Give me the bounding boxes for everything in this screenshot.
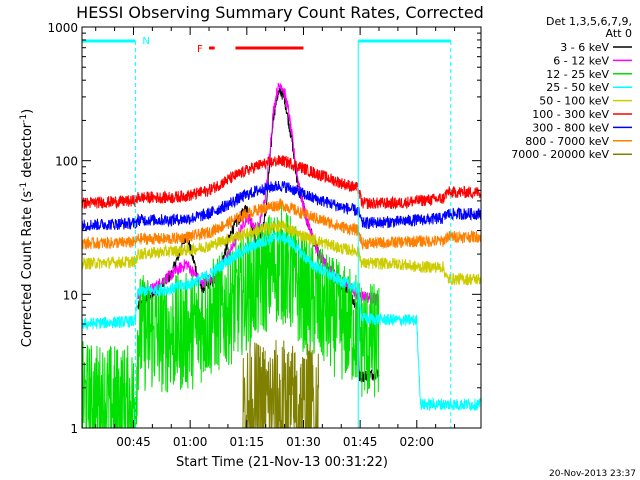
- legend-title-1: Det 1,3,5,6,7,9,: [546, 15, 632, 28]
- x-tick-label-5: 02:00: [399, 435, 434, 449]
- flare-label: F: [197, 44, 203, 55]
- y-axis-label-main: Corrected Count Rate (s: [20, 191, 35, 348]
- y-axis-label-sup1: -1: [19, 182, 29, 191]
- x-tick-label-0: 00:45: [116, 435, 151, 449]
- legend-label-7000-20000-kev: 7000 - 20000 keV: [511, 148, 609, 161]
- series-line-800-7000-kev: [81, 198, 482, 250]
- series-line-100-300-kev: [81, 155, 482, 210]
- y-tick-label-1: 10: [63, 288, 78, 302]
- series-line-25-50-kev: [81, 231, 482, 412]
- series-line-300-800-kev: [81, 180, 482, 232]
- x-axis-label: Start Time (21-Nov-13 00:31:22): [176, 455, 388, 470]
- y-axis-label-mid: detector: [20, 122, 35, 182]
- legend-label-50-100-kev: 50 - 100 keV: [539, 95, 609, 108]
- x-tick-label-2: 01:15: [230, 435, 265, 449]
- timestamp: 20-Nov-2013 23:37: [549, 469, 636, 479]
- series-line-12-25-kev: [81, 205, 380, 429]
- legend-label-100-300-kev: 100 - 300 keV: [532, 108, 609, 121]
- y-axis-label: Corrected Count Rate (s-1 detector-1): [19, 109, 35, 347]
- y-axis-label-sup2: -1: [19, 114, 29, 123]
- x-tick-label-3: 01:30: [286, 435, 321, 449]
- annotation-layer: NF: [81, 36, 452, 428]
- legend-title-2: Att 0: [606, 27, 632, 40]
- series-line-50-100-kev: [81, 220, 482, 287]
- x-tick-label-4: 01:45: [343, 435, 378, 449]
- night-label: N: [142, 36, 149, 47]
- data-layer: [81, 82, 482, 429]
- series-line-7000-20000-kev: [242, 340, 320, 429]
- y-tick-label-0: 1: [70, 422, 78, 436]
- x-tick-label-1: 01:00: [173, 435, 208, 449]
- legend-label-6-12-kev: 6 - 12 keV: [553, 54, 609, 67]
- y-axis-label-end: ): [20, 109, 35, 114]
- legend-label-3-6-kev: 3 - 6 keV: [560, 41, 609, 54]
- chart-title: HESSI Observing Summary Count Rates, Cor…: [76, 3, 484, 22]
- plot-frame: [81, 26, 482, 429]
- y-tick-label-2: 100: [55, 155, 78, 169]
- axes-layer: 00:45 01:00 01:15 01:30 01:45 02:00 1 10 100 1000: [47, 21, 482, 449]
- legend-label-300-800-kev: 300 - 800 keV: [532, 121, 609, 134]
- legend-label-25-50-kev: 25 - 50 keV: [546, 81, 609, 94]
- legend-label-12-25-kev: 12 - 25 keV: [546, 68, 609, 81]
- y-tick-label-3: 1000: [47, 21, 78, 35]
- legend-label-800-7000-kev: 800 - 7000 keV: [525, 135, 609, 148]
